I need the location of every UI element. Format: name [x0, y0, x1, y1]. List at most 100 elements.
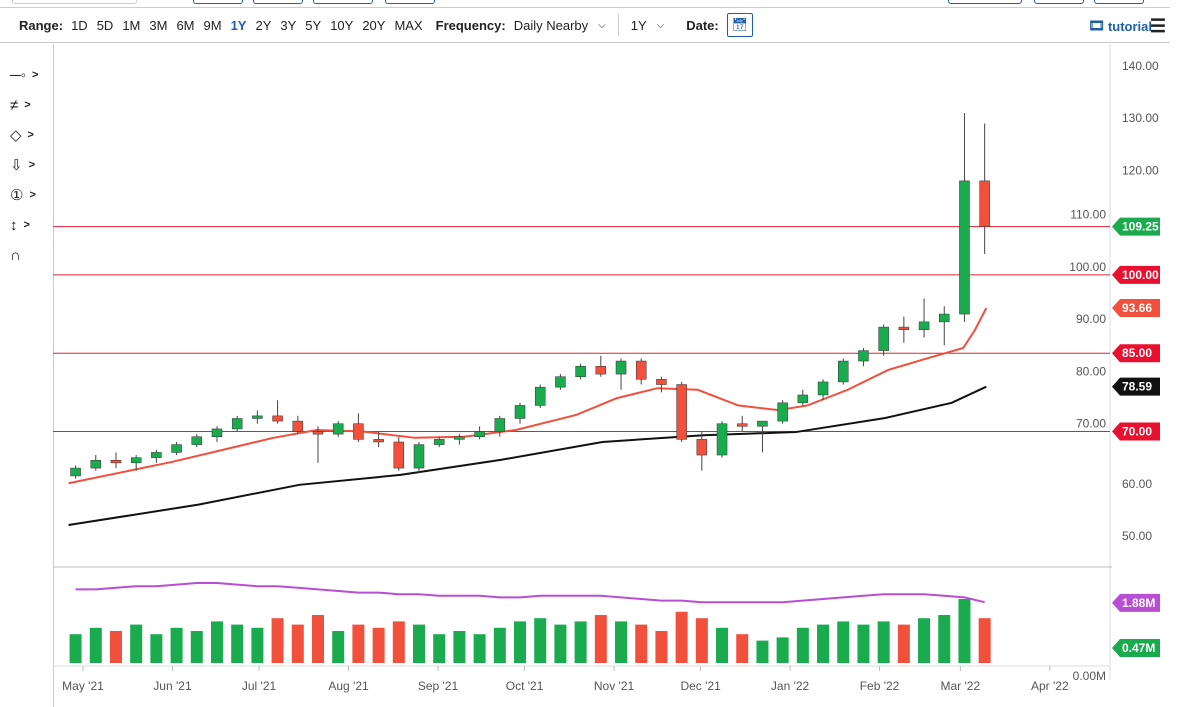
range-3M[interactable]: 3M — [149, 17, 168, 33]
candle-body — [777, 402, 788, 422]
value-tag-text: 100.00 — [1122, 268, 1159, 282]
candle-body — [373, 439, 384, 443]
top-button[interactable] — [253, 0, 303, 4]
range-1D[interactable]: 1D — [71, 17, 88, 33]
volume-bar — [392, 621, 405, 663]
range-1Y[interactable]: 1Y — [230, 17, 247, 33]
value-tag-text: 78.59 — [1122, 380, 1152, 394]
range-MAX[interactable]: MAX — [394, 17, 423, 33]
volume-bar — [756, 640, 769, 663]
volume-label: 1.88M — [1112, 593, 1160, 612]
volume-label: 0.47M — [1112, 638, 1160, 657]
measure-tool-icon[interactable]: ↕ > — [10, 216, 30, 234]
x-tick-label: Mar '22 — [941, 679, 981, 693]
magnet-tool-icon[interactable]: ∩ — [10, 246, 21, 264]
crosshair-tool-icon[interactable]: ─◦ > — [10, 66, 39, 84]
annotation-number-tool-icon[interactable]: ① > — [10, 187, 36, 204]
volume-bar — [978, 618, 991, 663]
period-select[interactable]: 1Y ⌵ — [631, 18, 665, 33]
volume-bar — [311, 615, 324, 663]
candle-body — [272, 415, 283, 422]
value-tag-text: 1.88M — [1122, 596, 1155, 610]
candle-body — [979, 180, 990, 227]
hamburger-menu-icon[interactable]: ☰ — [1149, 16, 1166, 36]
volume-bar — [837, 621, 850, 663]
frequency-select[interactable]: Daily Nearby ⌵ — [514, 18, 606, 33]
tutorial-link[interactable]: 🎞︎ tutorial — [1088, 18, 1152, 34]
volume-bar — [89, 627, 102, 663]
volume-bar — [433, 634, 446, 663]
volume-average-line — [75, 582, 985, 604]
candle-body — [939, 313, 950, 323]
volume-bar — [170, 627, 183, 663]
candle-body — [110, 460, 122, 464]
y-tick-label: 70.00 — [1076, 417, 1106, 431]
range-10Y[interactable]: 10Y — [330, 17, 354, 33]
volume-bar — [554, 624, 567, 663]
range-5Y[interactable]: 5Y — [305, 17, 322, 33]
value-tag-bg — [1112, 265, 1160, 284]
x-tick-label: Nov '21 — [594, 679, 635, 693]
volume-bar — [291, 624, 304, 663]
price-label: 85.00 — [1112, 344, 1160, 363]
range-3Y[interactable]: 3Y — [280, 17, 297, 33]
candle-body — [534, 386, 546, 406]
candle-body — [676, 384, 687, 440]
y-tick-label: 130.00 — [1122, 111, 1159, 125]
volume-bar — [574, 621, 587, 663]
candle-body — [736, 423, 748, 427]
candle-body — [635, 360, 647, 380]
y-tick-label: 90.00 — [1076, 312, 1106, 326]
range-1M[interactable]: 1M — [122, 17, 141, 33]
arrow-down-tool-icon[interactable]: ⇩ > — [10, 157, 36, 174]
candle-body — [959, 180, 970, 315]
volume-bar — [453, 631, 466, 663]
range-5D[interactable]: 5D — [96, 17, 114, 33]
volume-bar — [776, 637, 789, 663]
value-tag-bg — [1112, 217, 1160, 236]
volume-bar — [251, 627, 264, 663]
calendar-icon[interactable]: 📅︎ — [726, 13, 753, 37]
candle-body — [555, 376, 566, 388]
top-button[interactable] — [313, 0, 373, 4]
candle-body — [615, 360, 627, 375]
range-20Y[interactable]: 20Y — [362, 17, 386, 33]
volume-bar — [190, 631, 203, 663]
chevron-down-icon: ⌵ — [656, 19, 665, 31]
x-tick-label: Apr '22 — [1031, 679, 1069, 693]
symbol-input[interactable] — [12, 0, 137, 4]
top-button[interactable] — [1034, 0, 1084, 4]
price-label: 100.00 — [1112, 265, 1160, 284]
volume-bar — [857, 624, 870, 663]
top-button[interactable] — [1094, 0, 1144, 4]
shapes-tool-icon[interactable]: ◇ > — [10, 127, 34, 144]
y-tick-label: 80.00 — [1076, 364, 1106, 378]
candle-body — [696, 439, 708, 456]
candle-body — [90, 460, 102, 469]
candle-body — [757, 420, 768, 427]
candle-body — [130, 457, 142, 464]
value-tag-bg — [1112, 593, 1160, 612]
range-9M[interactable]: 9M — [203, 17, 222, 33]
candle-body — [817, 381, 829, 396]
y-tick-label: 50.00 — [1122, 529, 1152, 543]
range-6M[interactable]: 6M — [176, 17, 195, 33]
volume-bar — [514, 621, 527, 663]
x-tick-label: Oct '21 — [506, 679, 544, 693]
top-button[interactable] — [948, 0, 1022, 4]
volume-bar — [534, 618, 547, 663]
fibonacci-tool-icon[interactable]: ≠ > — [10, 96, 31, 114]
top-button[interactable] — [385, 0, 435, 4]
y-tick-label: 140.00 — [1122, 59, 1159, 73]
x-tick-label: Jul '21 — [242, 679, 277, 693]
candle-body — [191, 436, 203, 445]
chevron-down-icon: ⌵ — [598, 19, 606, 31]
x-tick-label: Feb '22 — [860, 679, 900, 693]
toolbar-divider — [53, 44, 54, 707]
y-tick-label: 100.00 — [1069, 260, 1106, 274]
candle-body — [252, 415, 263, 419]
volume-bar — [796, 627, 809, 663]
range-2Y[interactable]: 2Y — [255, 17, 272, 33]
top-button[interactable] — [193, 0, 243, 4]
